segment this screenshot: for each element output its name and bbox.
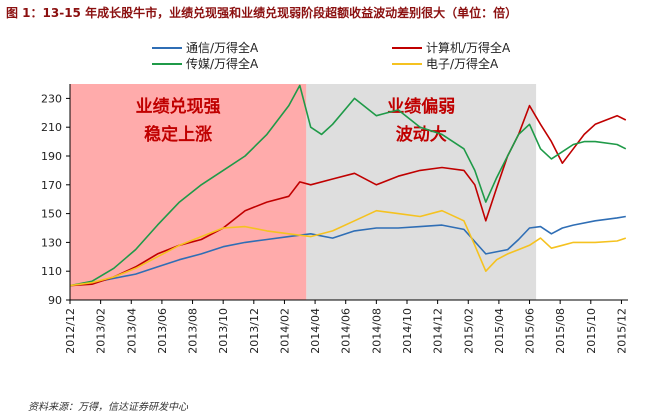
x-tick-label-6: 2013/10 [217,308,230,354]
legend: 通信/万得全A 计算机/万得全A 传媒/万得全A 电子/万得全A [152,40,511,71]
y-tick-label-4: 150 [41,208,62,221]
region-label-2-2: 波动大 [396,124,447,145]
y-tick-label-2: 110 [41,265,62,278]
x-tick-label-8: 2014/02 [278,308,291,354]
x-tick-label-2: 2013/02 [95,308,108,354]
axes [69,84,628,301]
shaded-regions [70,84,537,300]
y-tick-label-3: 130 [41,236,62,249]
legend-label-3: 传媒/万得全A [186,56,259,71]
x-tick-label-9: 2014/04 [309,308,322,354]
x-tick-label-14: 2015/02 [462,308,475,354]
shaded-region-2 [306,84,537,300]
source-note: 资料来源：万得，信达证券研发中心 [28,402,188,413]
x-tick-label-5: 2013/08 [187,308,200,354]
legend-label-2: 计算机/万得全A [426,40,511,55]
x-tick-label-15: 2015/04 [493,308,506,354]
y-ticks: 90 110 130 150 170 190 210 230 [41,92,70,307]
x-tick-label-13: 2014/12 [432,308,445,354]
x-tick-label-12: 2014/10 [401,308,414,354]
x-tick-label-10: 2014/06 [340,308,353,354]
chart-title: 图 1：13-15 年成长股牛市，业绩兑现强和业绩兑现弱阶段超额收益波动差别很大… [6,6,518,20]
y-tick-label-5: 170 [41,179,62,192]
legend-label-4: 电子/万得全A [426,56,499,71]
series-lines [69,84,627,287]
series-line-1 [69,215,626,287]
region-label-1-1: 业绩兑现强 [136,96,221,117]
series-line-2 [69,104,627,287]
x-tick-label-16: 2015/06 [524,308,537,354]
x-tick-label-1: 2012/12 [64,308,77,354]
legend-label-1: 通信/万得全A [186,40,259,55]
region-label-2-1: 业绩偏弱 [387,96,455,117]
x-tick-label-19: 2015/12 [615,308,628,354]
x-tick-label-3: 2013/04 [125,308,138,354]
y-tick-label-7: 210 [41,121,62,134]
shaded-region-1 [70,84,307,300]
x-tick-label-4: 2013/06 [156,308,169,354]
x-tick-label-17: 2015/08 [554,308,567,354]
x-tick-label-18: 2015/10 [585,308,598,354]
y-tick-label-8: 230 [41,92,62,105]
series-line-4 [69,209,627,287]
x-tick-label-11: 2014/08 [370,308,383,354]
region-label-1-2: 稳定上涨 [144,124,212,145]
x-ticks: 2012/12 2013/02 2013/04 2013/06 2013/08 2013/… [64,300,628,354]
series-line-3 [69,84,627,287]
x-tick-label-7: 2013/12 [248,308,261,354]
y-tick-label-6: 190 [41,150,62,163]
y-tick-label-1: 90 [48,294,62,307]
